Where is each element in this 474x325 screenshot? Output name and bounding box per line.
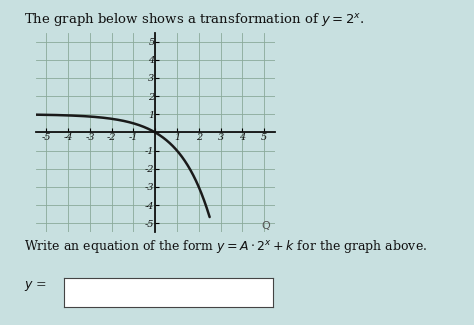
Text: Q: Q xyxy=(261,221,270,231)
Text: The graph below shows a transformation of $y = 2^x$.: The graph below shows a transformation o… xyxy=(24,11,365,28)
Text: Write an equation of the form $y = A \cdot 2^x + k$ for the graph above.: Write an equation of the form $y = A \cd… xyxy=(24,238,427,255)
Text: $y$ =: $y$ = xyxy=(24,279,46,293)
